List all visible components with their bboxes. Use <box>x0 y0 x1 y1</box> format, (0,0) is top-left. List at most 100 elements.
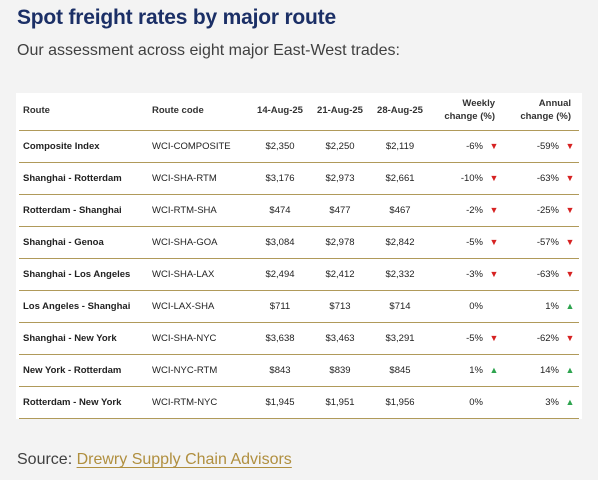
header-weekly-change: Weekly change (%) <box>430 93 503 131</box>
rate-date-2: $1,951 <box>310 386 370 419</box>
annual-change-value: -62% <box>536 332 559 344</box>
table-row: Shanghai - Rotterdam WCI-SHA-RTM $3,176 $2,… <box>19 162 579 195</box>
annual-change-value: -57% <box>536 236 559 248</box>
triangle-down-icon: ▼ <box>565 140 575 151</box>
rate-date-2: $2,973 <box>310 162 370 195</box>
annual-change: 14% ▲ <box>503 354 579 387</box>
weekly-change-value: 1% <box>469 364 483 376</box>
weekly-change: -5% ▼ <box>430 322 503 355</box>
annual-change-value: -25% <box>536 204 559 216</box>
rate-date-1: $3,084 <box>250 226 310 259</box>
route-name: Rotterdam - New York <box>19 386 150 419</box>
header-date-3: 28-Aug-25 <box>370 93 430 131</box>
weekly-change-value: -2% <box>466 204 483 216</box>
header-date-2: 21-Aug-25 <box>310 93 370 131</box>
weekly-change-value: 0% <box>469 300 483 312</box>
freight-rates-table: Route Route code 14-Aug-25 21-Aug-25 28-… <box>19 93 579 419</box>
rate-date-1: $3,176 <box>250 162 310 195</box>
triangle-down-icon: ▼ <box>489 236 499 247</box>
header-route-code: Route code <box>150 93 250 131</box>
triangle-down-icon: ▼ <box>489 172 499 183</box>
annual-change-value: -63% <box>536 172 559 184</box>
weekly-change: -2% ▼ <box>430 194 503 227</box>
weekly-change: -3% ▼ <box>430 258 503 291</box>
rate-date-3: $2,661 <box>370 162 430 195</box>
page-subtitle: Our assessment across eight major East-W… <box>17 42 400 59</box>
route-name: Rotterdam - Shanghai <box>19 194 150 227</box>
table-row: Shanghai - Genoa WCI-SHA-GOA $3,084 $2,978 $… <box>19 226 579 259</box>
table-row: Los Angeles - Shanghai WCI-LAX-SHA $711 $71… <box>19 290 579 323</box>
source-line: Source: Drewry Supply Chain Advisors <box>17 451 292 469</box>
rate-date-3: $2,119 <box>370 130 430 163</box>
triangle-down-icon: ▼ <box>489 268 499 279</box>
route-code: WCI-RTM-NYC <box>150 386 250 419</box>
route-name: Los Angeles - Shanghai <box>19 290 150 323</box>
page-title: Spot freight rates by major route <box>17 6 336 29</box>
rate-date-3: $1,956 <box>370 386 430 419</box>
annual-change-value: 1% <box>545 300 559 312</box>
rate-date-2: $3,463 <box>310 322 370 355</box>
triangle-up-icon: ▲ <box>565 300 575 311</box>
route-code: WCI-NYC-RTM <box>150 354 250 387</box>
annual-change-value: -59% <box>536 140 559 152</box>
rate-date-1: $2,350 <box>250 130 310 163</box>
rate-date-3: $2,842 <box>370 226 430 259</box>
annual-change: 3% ▲ <box>503 386 579 419</box>
triangle-down-icon: ▼ <box>565 172 575 183</box>
source-link[interactable]: Drewry Supply Chain Advisors <box>76 451 292 468</box>
weekly-change: -5% ▼ <box>430 226 503 259</box>
rate-date-2: $2,978 <box>310 226 370 259</box>
annual-change: -57% ▼ <box>503 226 579 259</box>
header-date-1: 14-Aug-25 <box>250 93 310 131</box>
weekly-change-value: -10% <box>460 172 483 184</box>
rate-date-3: $3,291 <box>370 322 430 355</box>
rates-table-card: Route Route code 14-Aug-25 21-Aug-25 28-… <box>16 93 582 419</box>
triangle-up-icon: ▲ <box>565 396 575 407</box>
route-code: WCI-COMPOSITE <box>150 130 250 163</box>
rate-date-2: $2,412 <box>310 258 370 291</box>
route-code: WCI-SHA-GOA <box>150 226 250 259</box>
rate-date-1: $711 <box>250 290 310 323</box>
rate-date-1: $1,945 <box>250 386 310 419</box>
rate-date-2: $2,250 <box>310 130 370 163</box>
route-name: Shanghai - Genoa <box>19 226 150 259</box>
header-annual-change: Annual change (%) <box>503 93 579 131</box>
rate-date-2: $477 <box>310 194 370 227</box>
rate-date-3: $2,332 <box>370 258 430 291</box>
weekly-change-value: 0% <box>469 396 483 408</box>
table-row: Shanghai - Los Angeles WCI-SHA-LAX $2,494 $… <box>19 258 579 291</box>
annual-change: -25% ▼ <box>503 194 579 227</box>
weekly-change-value: -3% <box>466 268 483 280</box>
route-name: Shanghai - New York <box>19 322 150 355</box>
rate-date-1: $843 <box>250 354 310 387</box>
weekly-change-value: -5% <box>466 332 483 344</box>
route-code: WCI-SHA-NYC <box>150 322 250 355</box>
triangle-up-icon: ▲ <box>489 364 499 375</box>
route-code: WCI-LAX-SHA <box>150 290 250 323</box>
triangle-down-icon: ▼ <box>565 204 575 215</box>
triangle-down-icon: ▼ <box>565 268 575 279</box>
table-row: Rotterdam - New York WCI-RTM-NYC $1,945 $1,… <box>19 386 579 419</box>
triangle-down-icon: ▼ <box>489 140 499 151</box>
rate-date-1: $474 <box>250 194 310 227</box>
annual-change-value: 3% <box>545 396 559 408</box>
annual-change: -59% ▼ <box>503 130 579 163</box>
route-name: Shanghai - Rotterdam <box>19 162 150 195</box>
header-route: Route <box>19 93 150 131</box>
route-code: WCI-SHA-LAX <box>150 258 250 291</box>
triangle-down-icon: ▼ <box>489 332 499 343</box>
triangle-down-icon: ▼ <box>565 236 575 247</box>
weekly-change: 0% <box>430 290 503 323</box>
table-row: New York - Rotterdam WCI-NYC-RTM $843 $839 $… <box>19 354 579 387</box>
weekly-change-value: -5% <box>466 236 483 248</box>
route-name: New York - Rotterdam <box>19 354 150 387</box>
rate-date-2: $713 <box>310 290 370 323</box>
weekly-change: 0% <box>430 386 503 419</box>
annual-change: -63% ▼ <box>503 258 579 291</box>
route-code: WCI-SHA-RTM <box>150 162 250 195</box>
table-row: Composite Index WCI-COMPOSITE $2,350 $2,250… <box>19 130 579 163</box>
annual-change: 1% ▲ <box>503 290 579 323</box>
table-header-row: Route Route code 14-Aug-25 21-Aug-25 28-… <box>19 93 579 131</box>
annual-change: -63% ▼ <box>503 162 579 195</box>
weekly-change-value: -6% <box>466 140 483 152</box>
